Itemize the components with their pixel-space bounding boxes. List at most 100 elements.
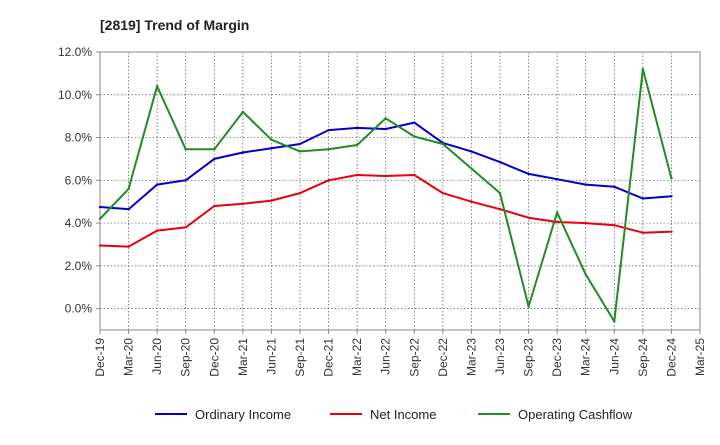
data-point bbox=[327, 128, 330, 132]
data-point bbox=[355, 173, 359, 177]
data-point bbox=[498, 191, 502, 195]
data-point bbox=[98, 217, 102, 220]
data-point bbox=[555, 220, 559, 224]
data-point bbox=[270, 138, 273, 141]
x-tick-label: Mar-22 bbox=[350, 338, 364, 376]
x-tick-label: Mar-20 bbox=[122, 338, 136, 376]
data-point bbox=[270, 147, 273, 150]
x-axis: Dec-19 Mar-20 Jun-20 Sep-20 Dec-20 Mar-21 Jun-… bbox=[93, 330, 707, 377]
data-point bbox=[355, 126, 359, 130]
data-point bbox=[613, 185, 616, 188]
x-tick-label: Jun-23 bbox=[493, 338, 507, 375]
x-tick-label: Dec-21 bbox=[322, 338, 336, 377]
data-point bbox=[670, 176, 673, 180]
data-point bbox=[127, 245, 130, 248]
x-tick-label: Sep-24 bbox=[636, 338, 650, 377]
x-tick-label: Dec-23 bbox=[550, 338, 564, 377]
data-point bbox=[470, 150, 473, 153]
data-point bbox=[127, 207, 130, 211]
data-point bbox=[155, 229, 159, 232]
data-point bbox=[184, 226, 187, 229]
data-point bbox=[527, 172, 530, 176]
data-point bbox=[584, 221, 587, 225]
data-point bbox=[498, 207, 502, 211]
y-tick-label: 10.0% bbox=[58, 88, 92, 102]
data-point bbox=[213, 157, 216, 161]
chart-title: [2819] Trend of Margin bbox=[100, 17, 249, 33]
x-tick-label: Sep-22 bbox=[407, 338, 421, 377]
data-point bbox=[670, 230, 673, 233]
y-tick-label: 8.0% bbox=[65, 131, 93, 145]
y-tick-label: 0.0% bbox=[65, 302, 93, 316]
x-tick-label: Dec-22 bbox=[436, 338, 450, 377]
x-tick-label: Sep-20 bbox=[179, 338, 193, 377]
x-tick-label: Sep-21 bbox=[293, 338, 307, 377]
y-tick-label: 2.0% bbox=[65, 259, 93, 273]
grid bbox=[100, 52, 700, 330]
data-point bbox=[213, 148, 216, 151]
legend: Ordinary Income Net Income Operating Cashf… bbox=[155, 407, 633, 422]
data-point bbox=[441, 191, 445, 195]
data-point bbox=[298, 191, 302, 195]
x-tick-label: Dec-20 bbox=[207, 338, 221, 377]
data-point bbox=[527, 216, 530, 219]
plot-area bbox=[99, 51, 701, 331]
y-tick-label: 12.0% bbox=[58, 45, 92, 59]
data-point bbox=[384, 127, 387, 131]
x-tick-label: Jun-22 bbox=[379, 338, 393, 375]
legend-label: Ordinary Income bbox=[195, 407, 291, 422]
data-point bbox=[213, 204, 216, 208]
data-point bbox=[298, 150, 302, 153]
data-point bbox=[184, 179, 187, 182]
data-point bbox=[270, 199, 273, 202]
data-point bbox=[527, 305, 530, 308]
data-point bbox=[413, 135, 416, 138]
legend-label: Net Income bbox=[370, 407, 436, 422]
data-point bbox=[441, 142, 445, 146]
x-tick-label: Dec-19 bbox=[93, 338, 107, 377]
x-tick-label: Jun-20 bbox=[150, 338, 164, 375]
data-point bbox=[413, 121, 416, 124]
x-tick-label: Mar-24 bbox=[579, 338, 593, 376]
data-point bbox=[641, 197, 645, 200]
data-point bbox=[98, 205, 102, 209]
data-point bbox=[155, 85, 159, 88]
data-point bbox=[413, 173, 416, 177]
data-point bbox=[298, 142, 302, 146]
data-point bbox=[184, 148, 187, 151]
data-point bbox=[241, 202, 245, 206]
y-axis: 0.0% 2.0% 4.0% 6.0% 8.0% 10.0% 12.0% bbox=[58, 45, 100, 316]
x-tick-label: Sep-23 bbox=[522, 338, 536, 377]
data-point bbox=[498, 160, 502, 164]
data-point bbox=[241, 151, 245, 154]
data-point bbox=[384, 174, 387, 178]
x-tick-label: Jun-24 bbox=[607, 338, 621, 375]
data-point bbox=[327, 179, 330, 182]
data-point bbox=[613, 320, 616, 323]
y-tick-label: 6.0% bbox=[65, 173, 93, 187]
data-point bbox=[584, 273, 587, 276]
data-point bbox=[470, 167, 473, 170]
data-point bbox=[555, 211, 559, 214]
x-tick-label: Mar-21 bbox=[236, 338, 250, 376]
y-tick-label: 4.0% bbox=[65, 216, 93, 230]
data-point bbox=[470, 200, 473, 203]
data-point bbox=[155, 183, 159, 186]
legend-label: Operating Cashflow bbox=[518, 407, 633, 422]
data-point bbox=[127, 187, 130, 191]
data-point bbox=[98, 244, 102, 247]
x-tick-label: Jun-21 bbox=[264, 338, 278, 375]
data-point bbox=[670, 195, 673, 198]
series-group bbox=[98, 67, 673, 323]
data-point bbox=[384, 117, 387, 120]
x-tick-label: Mar-25 bbox=[693, 338, 707, 376]
x-tick-label: Dec-24 bbox=[664, 338, 678, 377]
data-point bbox=[641, 231, 645, 234]
data-point bbox=[355, 143, 359, 147]
data-point bbox=[327, 148, 330, 151]
data-point bbox=[555, 178, 559, 181]
data-point bbox=[641, 67, 645, 71]
data-point bbox=[613, 224, 616, 227]
